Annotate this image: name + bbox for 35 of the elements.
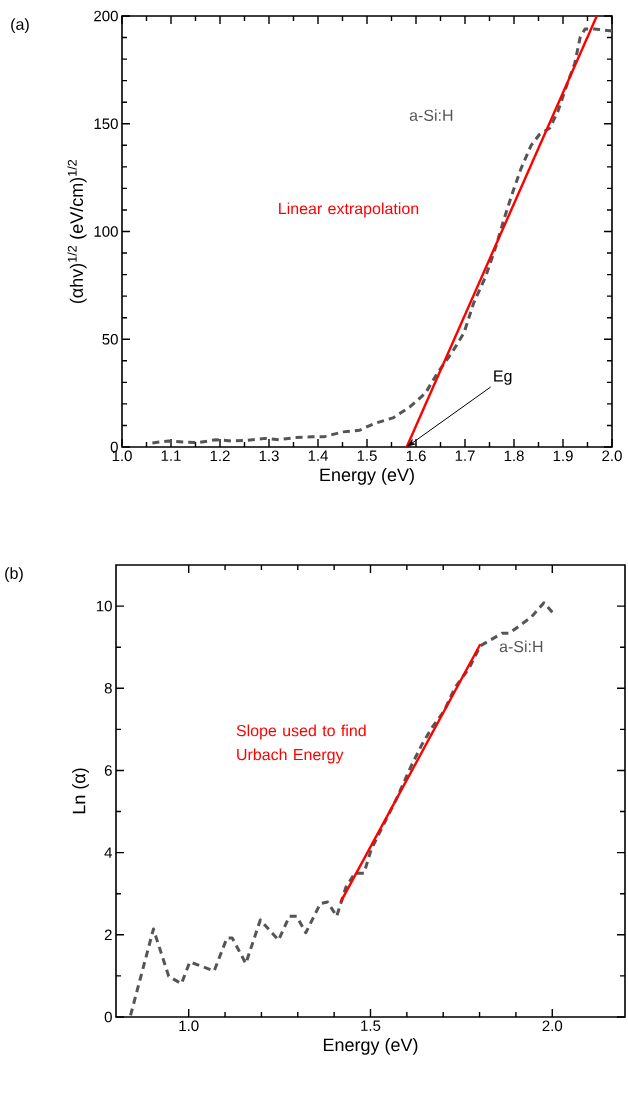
y-tick-label: 8 — [104, 682, 112, 694]
y-tick-label: 10 — [96, 600, 112, 612]
y-axis-title: Ln (α) — [72, 768, 89, 814]
y-axis-title: (αhv)$^{1/2}$ (eV/cm)$^{1/2}$ — [67, 159, 87, 304]
y-tick-label: 200 — [94, 10, 118, 22]
x-tick-label: 2.0 — [602, 450, 622, 462]
y-tick-label: 2 — [104, 929, 112, 941]
x-tick-label: 1.5 — [357, 450, 377, 461]
text: (a) — [11, 18, 29, 34]
y-tick-label: 4 — [104, 847, 113, 858]
x-tick-label: 2.0 — [542, 1020, 563, 1032]
y-tick-label: 100 — [94, 226, 118, 237]
text: Linear extrapolation — [279, 202, 419, 218]
x-tick-label: 1.4 — [308, 450, 328, 461]
y-tick-label: 50 — [102, 333, 118, 345]
x-axis-title: Energy (eV) — [320, 468, 414, 485]
y-tick-label: 150 — [94, 118, 118, 130]
x-tick-label: 1.0 — [179, 1020, 199, 1032]
text: Slope used to find Urbach Energy — [236, 724, 366, 764]
series-label: a-Si:H — [499, 640, 543, 653]
x-tick-label: 1.3 — [259, 450, 279, 462]
x-tick-label: 1.6 — [406, 450, 426, 462]
x-tick-label: 1.5 — [361, 1020, 381, 1031]
x-tick-label: 1.2 — [210, 450, 230, 461]
x-tick-label: 1.1 — [161, 450, 181, 461]
x-tick-label: 1.7 — [455, 450, 475, 461]
y-tick-label: 6 — [104, 765, 112, 776]
y-tick-label: 0 — [104, 1011, 112, 1023]
text: a-Si:H — [409, 109, 453, 121]
line-series — [150, 27, 614, 445]
x-tick-label: 1.8 — [504, 450, 524, 462]
text: (b) — [5, 567, 23, 583]
x-tick-label: 1.9 — [553, 450, 573, 462]
annotation: Eg — [494, 370, 512, 385]
x-axis-title: Energy (eV) — [323, 1038, 418, 1055]
